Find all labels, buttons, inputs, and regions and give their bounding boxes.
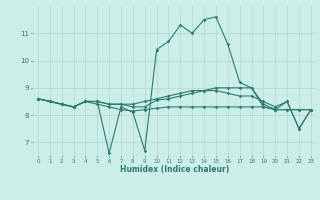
X-axis label: Humidex (Indice chaleur): Humidex (Indice chaleur) xyxy=(120,165,229,174)
